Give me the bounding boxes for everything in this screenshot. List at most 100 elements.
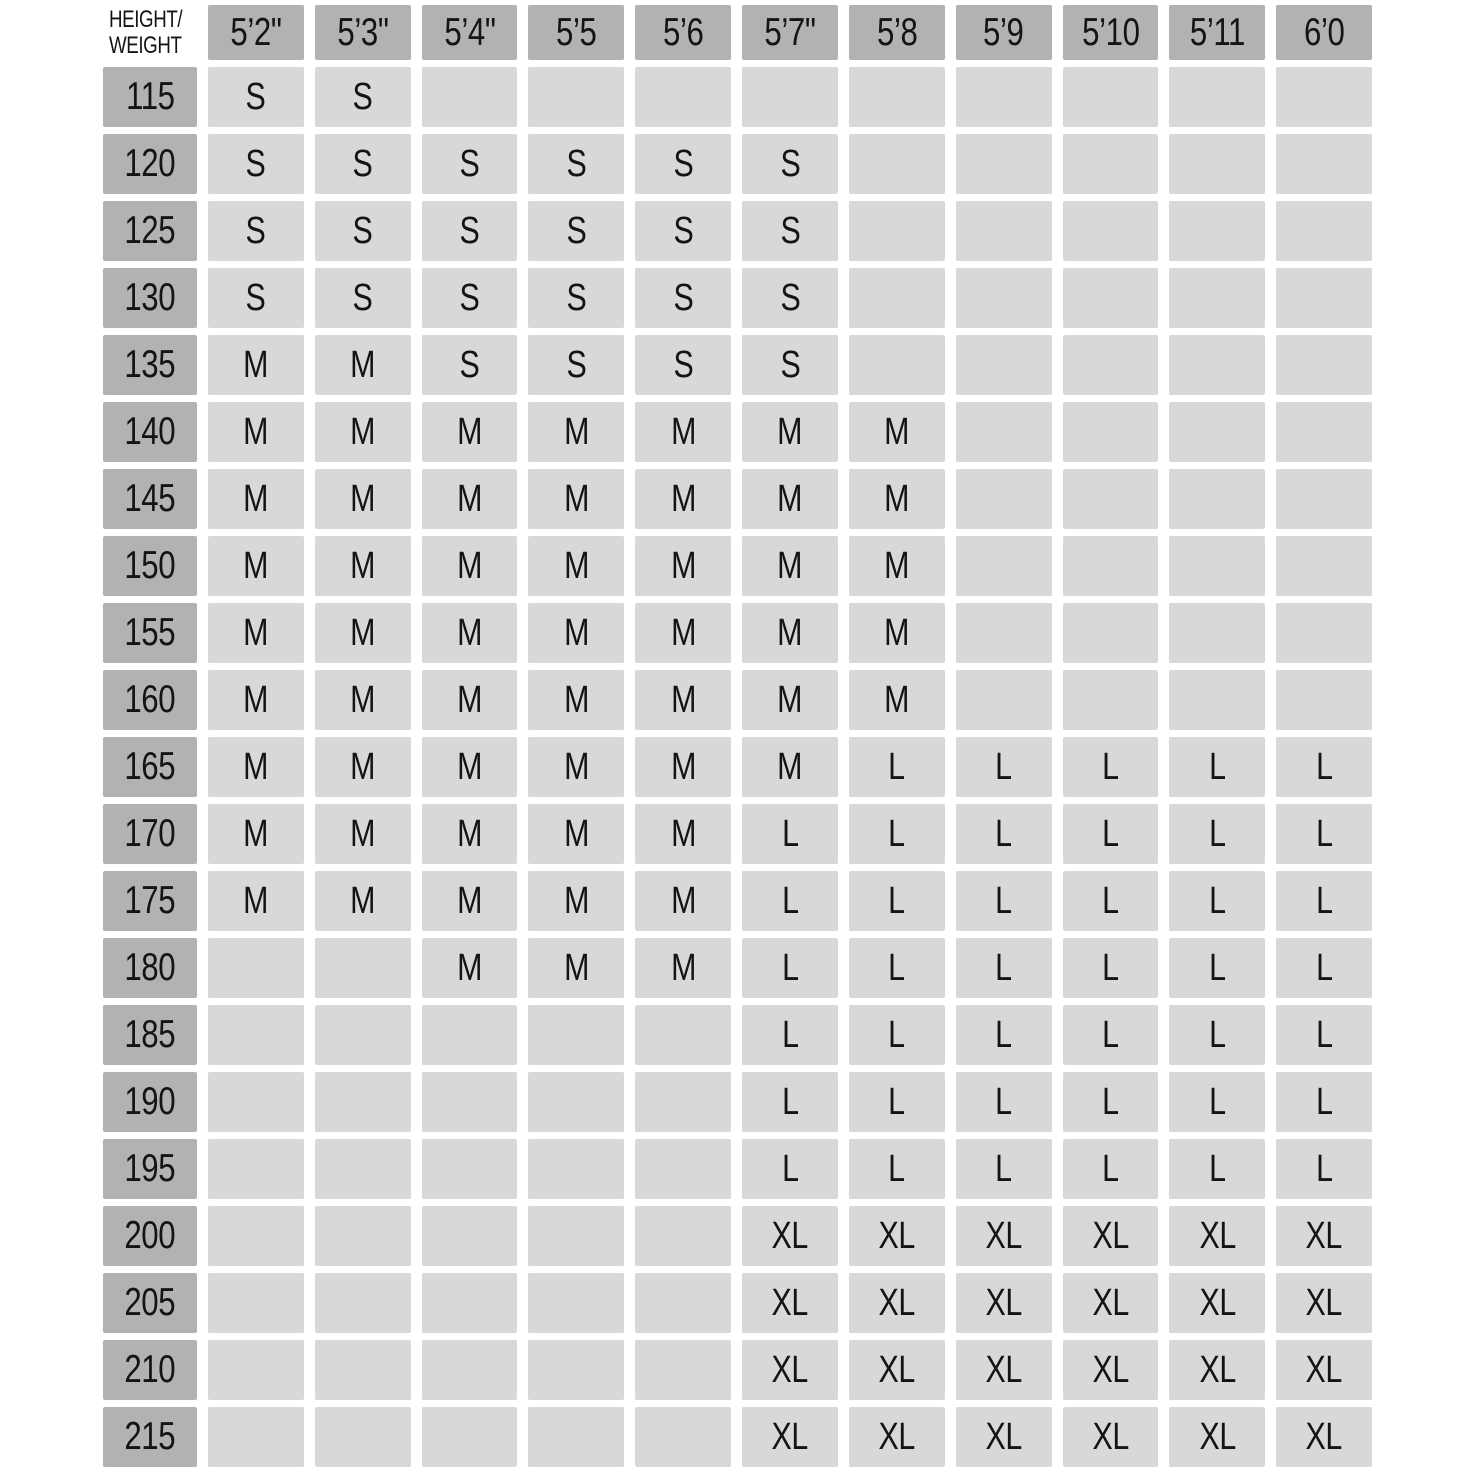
size-cell-empty <box>848 67 945 127</box>
size-cell-m-label: M <box>670 410 696 453</box>
weight-cell-145: 145 <box>103 469 197 529</box>
size-cell-empty <box>635 1340 732 1400</box>
size-cell-m-label: M <box>350 544 376 587</box>
size-cell-m-label: M <box>243 812 269 855</box>
size-cell-l-label: L <box>995 1147 1012 1190</box>
size-cell-m: M <box>421 402 518 462</box>
size-cell-m-label: M <box>670 611 696 654</box>
size-cell-m: M <box>208 536 304 596</box>
size-cell-m: M <box>208 469 304 529</box>
size-cell-s-label: S <box>352 75 373 118</box>
size-cell-l: L <box>1169 871 1266 931</box>
size-cell-empty <box>421 1407 518 1467</box>
size-cell-xl: XL <box>955 1407 1052 1467</box>
weight-cell-140-label: 140 <box>124 410 176 453</box>
height-header-510-label: 5’10 <box>1081 10 1140 54</box>
size-cell-m-label: M <box>670 879 696 922</box>
size-cell-empty <box>208 1340 304 1400</box>
size-cell-l-label: L <box>1315 946 1333 989</box>
size-cell-m: M <box>635 871 732 931</box>
size-cell-empty <box>1169 201 1266 261</box>
size-cell-empty <box>208 1273 304 1333</box>
size-cell-s-label: S <box>566 142 587 185</box>
size-cell-m: M <box>528 938 625 998</box>
size-cell-empty <box>635 67 732 127</box>
size-cell-xl-label: XL <box>1092 1214 1129 1257</box>
size-cell-m: M <box>635 938 732 998</box>
size-cell-s-label: S <box>459 276 480 319</box>
size-cell-m: M <box>421 670 518 730</box>
height-header-54: 5’4" <box>421 5 518 60</box>
size-cell-m: M <box>528 804 625 864</box>
size-cell-m: M <box>635 536 732 596</box>
size-cell-l-label: L <box>995 946 1012 989</box>
size-cell-l-label: L <box>781 1147 799 1190</box>
size-cell-s-label: S <box>780 343 800 386</box>
size-cell-empty <box>955 268 1052 328</box>
size-cell-xl: XL <box>1169 1340 1266 1400</box>
size-cell-empty <box>955 536 1052 596</box>
size-cell-xl: XL <box>848 1340 945 1400</box>
size-cell-s-label: S <box>245 276 266 319</box>
size-cell-m-label: M <box>563 611 589 654</box>
size-cell-empty <box>955 134 1052 194</box>
weight-cell-140: 140 <box>103 402 197 462</box>
size-cell-empty <box>528 1340 625 1400</box>
size-cell-m: M <box>421 804 518 864</box>
size-cell-l: L <box>1169 804 1266 864</box>
size-cell-empty <box>421 67 518 127</box>
weight-cell-135: 135 <box>103 335 197 395</box>
size-cell-empty <box>208 1072 304 1132</box>
size-cell-empty <box>848 134 945 194</box>
size-cell-empty <box>1276 201 1372 261</box>
size-cell-m: M <box>848 603 945 663</box>
size-cell-l-label: L <box>1209 1013 1226 1056</box>
size-cell-xl-label: XL <box>1199 1214 1236 1257</box>
size-cell-l: L <box>848 737 945 797</box>
size-cell-s: S <box>314 134 411 194</box>
size-cell-l: L <box>1276 1005 1372 1065</box>
size-cell-l-label: L <box>995 1013 1012 1056</box>
size-cell-l: L <box>955 871 1052 931</box>
size-cell-l: L <box>1169 1005 1266 1065</box>
size-cell-m-label: M <box>884 544 910 587</box>
size-cell-m-label: M <box>350 812 376 855</box>
size-cell-l: L <box>955 938 1052 998</box>
size-cell-xl-label: XL <box>1199 1348 1236 1391</box>
weight-cell-160: 160 <box>103 670 197 730</box>
size-cell-empty <box>742 67 838 127</box>
weight-cell-190-label: 190 <box>124 1080 176 1123</box>
size-cell-m: M <box>848 402 945 462</box>
weight-cell-195-label: 195 <box>124 1147 176 1190</box>
size-cell-s: S <box>314 67 411 127</box>
height-header-56: 5’6 <box>635 5 732 60</box>
size-cell-m-label: M <box>457 544 482 587</box>
size-cell-xl: XL <box>955 1206 1052 1266</box>
size-cell-xl-label: XL <box>1305 1281 1343 1324</box>
size-cell-m: M <box>635 603 732 663</box>
size-cell-xl: XL <box>1062 1407 1159 1467</box>
height-header-59: 5’9 <box>955 5 1052 60</box>
size-cell-m: M <box>742 402 838 462</box>
size-cell-m: M <box>314 871 411 931</box>
size-cell-empty <box>314 1273 411 1333</box>
size-cell-xl-label: XL <box>878 1348 916 1391</box>
weight-cell-180: 180 <box>103 938 197 998</box>
size-cell-empty <box>1169 536 1266 596</box>
size-cell-s: S <box>528 201 625 261</box>
size-cell-l: L <box>742 804 838 864</box>
size-cell-m: M <box>421 938 518 998</box>
height-header-54-label: 5’4" <box>443 10 496 54</box>
size-cell-empty <box>1062 402 1159 462</box>
size-cell-l: L <box>1062 804 1159 864</box>
size-cell-empty <box>955 335 1052 395</box>
size-cell-xl-label: XL <box>771 1415 809 1458</box>
size-cell-m-label: M <box>457 812 482 855</box>
size-cell-s: S <box>742 268 838 328</box>
size-cell-xl: XL <box>955 1340 1052 1400</box>
corner-header-height-weight: HEIGHT/ WEIGHT <box>103 5 197 60</box>
size-cell-l: L <box>1276 1072 1372 1132</box>
size-cell-l-label: L <box>1315 1013 1333 1056</box>
size-cell-m-label: M <box>457 410 482 453</box>
size-cell-l-label: L <box>1102 1013 1119 1056</box>
